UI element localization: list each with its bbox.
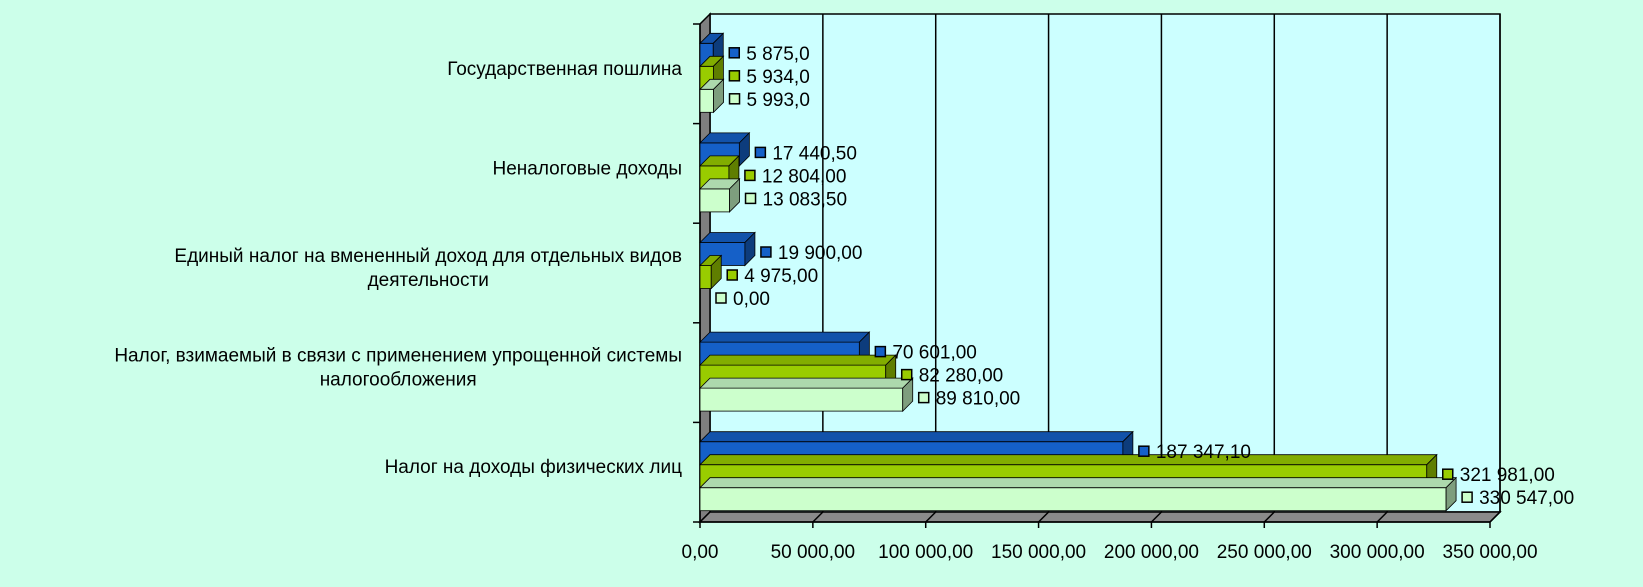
floor-gridline — [925, 511, 937, 523]
plot-back-wall — [709, 13, 1501, 513]
legend-key — [728, 93, 741, 105]
bar — [699, 88, 714, 113]
floor-gridline — [812, 511, 824, 523]
data-label: 187 347,10 — [1156, 442, 1251, 463]
data-label: 330 547,00 — [1479, 488, 1574, 509]
x-tick-label: 100 000,00 — [878, 542, 973, 563]
category-label: Неналоговые доходы — [492, 158, 682, 179]
legend-key — [1461, 491, 1473, 503]
x-tick-label: 0,00 — [682, 542, 719, 563]
data-label: 5 875,0 — [746, 44, 809, 65]
legend-key — [754, 146, 767, 159]
data-label: 0,00 — [733, 289, 770, 310]
floor-gridline — [1150, 511, 1162, 523]
legend-key — [728, 70, 741, 82]
data-label: 82 280,00 — [919, 366, 1004, 387]
bar-side — [710, 254, 722, 290]
gridlines — [812, 14, 1501, 523]
data-label: 17 440,50 — [772, 143, 857, 164]
category-label: Налог на доходы физических лиц — [385, 457, 683, 478]
x-axis: 0,00 50 000,00 100 000,00 150 000,00 200 000… — [682, 521, 1538, 563]
bar — [699, 487, 1447, 512]
bar-side — [744, 231, 756, 267]
bar — [699, 265, 712, 289]
bar-top — [699, 431, 1134, 443]
data-label: 89 810,00 — [936, 389, 1021, 410]
x-tick-label: 350 000,00 — [1442, 542, 1537, 563]
data-label: 321 981,00 — [1460, 465, 1555, 486]
legend-key — [900, 368, 913, 381]
x-tick-label: 300 000,00 — [1330, 542, 1425, 563]
bar-top — [699, 377, 914, 389]
bar-side — [713, 78, 724, 114]
floor-gridline — [1263, 511, 1275, 523]
legend-key — [715, 292, 727, 304]
legend-key — [726, 269, 738, 281]
data-label: 13 083,50 — [763, 189, 848, 210]
plot-floor — [698, 511, 1502, 523]
category-axis: Государственная пошлина Неналоговые доход… — [114, 23, 701, 523]
bar-top — [699, 477, 1458, 489]
legend-key — [1442, 468, 1454, 480]
legend-key — [728, 47, 741, 59]
bar-side — [1445, 476, 1457, 512]
data-label: 12 804,00 — [762, 166, 847, 187]
x-tick-label: 150 000,00 — [991, 542, 1086, 563]
category-label: Единый налог на вмененный доход для отде… — [174, 246, 682, 291]
legend-key — [744, 169, 756, 182]
legend-key — [744, 192, 757, 205]
legend-key — [1138, 445, 1150, 457]
bar-top — [699, 454, 1438, 466]
data-label: 19 900,00 — [778, 243, 863, 264]
bar-side — [729, 177, 740, 213]
bar — [699, 188, 730, 213]
legend-key — [874, 345, 887, 358]
floor-gridline — [1376, 511, 1388, 523]
category-label: Государственная пошлина — [447, 59, 682, 80]
bars — [699, 32, 1458, 512]
x-tick-label: 250 000,00 — [1217, 542, 1312, 563]
legend-key — [917, 391, 930, 404]
bar-side — [738, 131, 750, 167]
data-label: 4 975,00 — [744, 266, 818, 287]
data-label: 5 934,0 — [746, 67, 809, 88]
x-tick-label: 50 000,00 — [771, 542, 856, 563]
bar-top — [699, 354, 897, 366]
floor-gridline — [1489, 511, 1501, 523]
floor-gridline — [1038, 511, 1050, 523]
bar-side — [902, 377, 914, 413]
x-tick-label: 200 000,00 — [1104, 542, 1199, 563]
bar-top — [699, 331, 871, 343]
category-label: Налог, взимаемый в связи с применением у… — [114, 346, 682, 391]
data-label: 5 993,0 — [747, 90, 810, 111]
legend-key — [760, 246, 772, 258]
data-label: 70 601,00 — [892, 343, 977, 364]
bar — [699, 387, 904, 412]
